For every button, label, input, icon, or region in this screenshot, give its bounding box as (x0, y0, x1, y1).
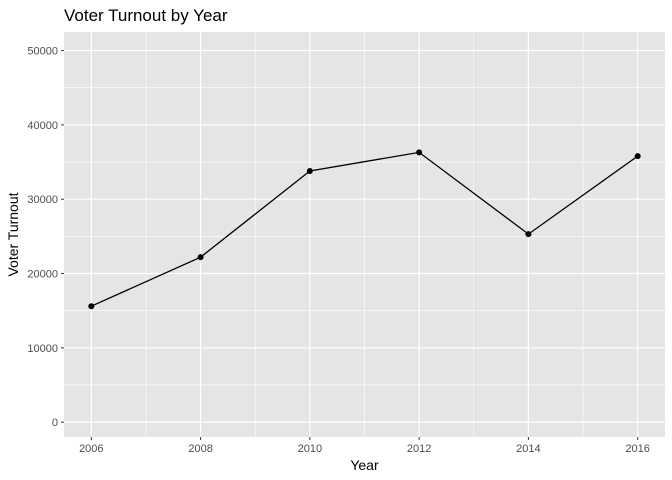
x-tick-label: 2010 (298, 443, 322, 455)
x-tick-label: 2016 (625, 443, 649, 455)
y-tick-label: 0 (52, 417, 58, 429)
y-tick-label: 40000 (27, 120, 58, 132)
grid-major (64, 32, 665, 437)
y-tick-label: 50000 (27, 46, 58, 58)
y-tick-label: 30000 (27, 194, 58, 206)
data-point (525, 231, 532, 238)
data-point (634, 153, 641, 160)
data-point (88, 303, 95, 310)
x-tick-label: 2006 (79, 443, 103, 455)
data-point (416, 149, 423, 156)
y-tick-label: 20000 (27, 269, 58, 281)
x-tick-label: 2008 (188, 443, 212, 455)
x-axis-ticks: 2006 2008 2010 2012 2014 2016 (79, 437, 650, 455)
data-point (306, 167, 313, 174)
data-point (197, 254, 204, 261)
y-tick-label: 10000 (27, 343, 58, 355)
x-tick-label: 2012 (407, 443, 431, 455)
x-tick-label: 2014 (516, 443, 540, 455)
x-axis-title: Year (350, 457, 379, 473)
grid-minor (64, 32, 665, 437)
chart-title: Voter Turnout by Year (64, 6, 228, 25)
series-line (91, 151, 639, 307)
y-axis-ticks: 0 10000 20000 30000 40000 50000 (27, 46, 64, 429)
y-axis-title: Voter Turnout (5, 192, 21, 276)
data-points (88, 149, 641, 310)
